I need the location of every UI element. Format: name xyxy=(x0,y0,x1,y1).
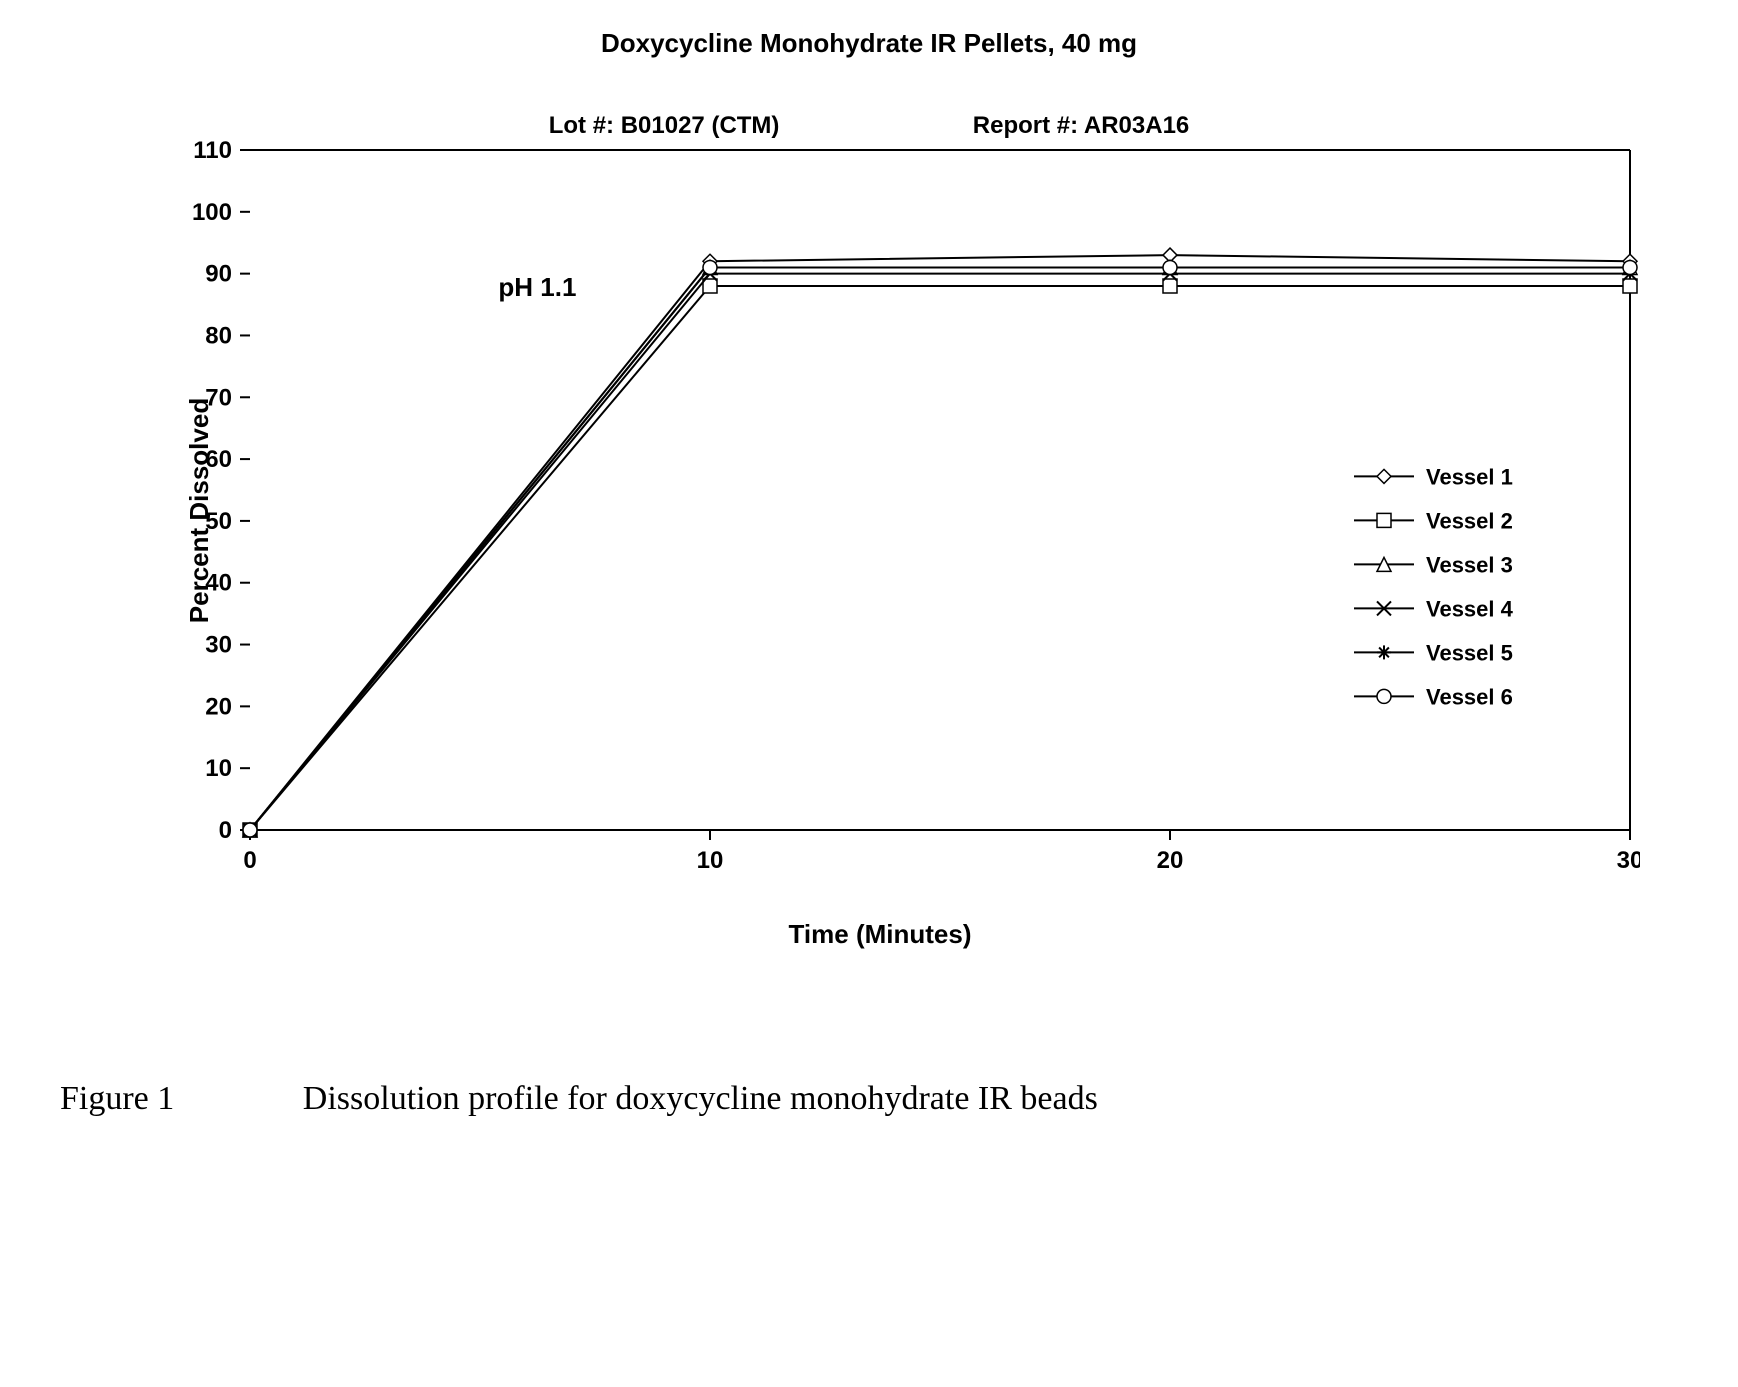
svg-text:Vessel 5: Vessel 5 xyxy=(1426,640,1513,665)
svg-text:20: 20 xyxy=(1157,847,1184,874)
figure-caption: Figure 1 Dissolution profile for doxycyc… xyxy=(60,1080,1098,1118)
svg-text:Vessel 4: Vessel 4 xyxy=(1426,596,1514,621)
svg-text:0: 0 xyxy=(219,817,232,844)
figure-caption-text: Dissolution profile for doxycycline mono… xyxy=(303,1080,1098,1117)
svg-text:Vessel 2: Vessel 2 xyxy=(1426,508,1513,533)
ph-annotation: pH 1.1 xyxy=(498,272,576,303)
page: Doxycycline Monohydrate IR Pellets, 40 m… xyxy=(0,0,1738,1387)
report-label: Report #: AR03A16 xyxy=(973,112,1190,140)
svg-text:Vessel 6: Vessel 6 xyxy=(1426,684,1513,709)
chart-sublabels: Lot #: B01027 (CTM) Report #: AR03A16 xyxy=(0,112,1738,140)
svg-text:10: 10 xyxy=(697,847,724,874)
chart-svg: 01020304050607080901001100102030Vessel 1… xyxy=(120,140,1640,880)
lot-label: Lot #: B01027 (CTM) xyxy=(549,112,780,140)
figure-number: Figure 1 xyxy=(60,1080,174,1117)
chart-plot: Percent Dissolved Time (Minutes) pH 1.1 … xyxy=(120,140,1640,880)
svg-text:Vessel 1: Vessel 1 xyxy=(1426,464,1513,489)
svg-text:30: 30 xyxy=(1617,847,1640,874)
svg-text:0: 0 xyxy=(243,847,256,874)
x-axis-label: Time (Minutes) xyxy=(120,919,1640,950)
y-axis-label: Percent Dissolved xyxy=(180,140,220,880)
svg-text:Vessel 3: Vessel 3 xyxy=(1426,552,1513,577)
chart-title: Doxycycline Monohydrate IR Pellets, 40 m… xyxy=(0,28,1738,59)
